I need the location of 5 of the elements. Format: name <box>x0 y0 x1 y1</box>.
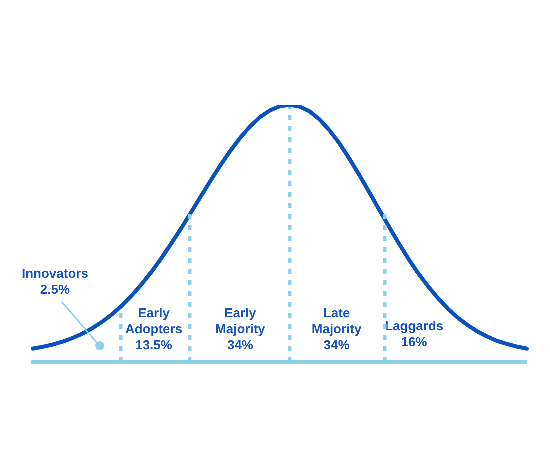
annotation: Early Majority 34% <box>216 305 266 352</box>
annotation: Early Adopters 13.5% <box>126 305 183 352</box>
annotation: Laggards 16% <box>385 318 444 350</box>
annotation: Late Majority 34% <box>312 305 362 352</box>
annotation: Innovators 2.5% <box>22 266 88 297</box>
